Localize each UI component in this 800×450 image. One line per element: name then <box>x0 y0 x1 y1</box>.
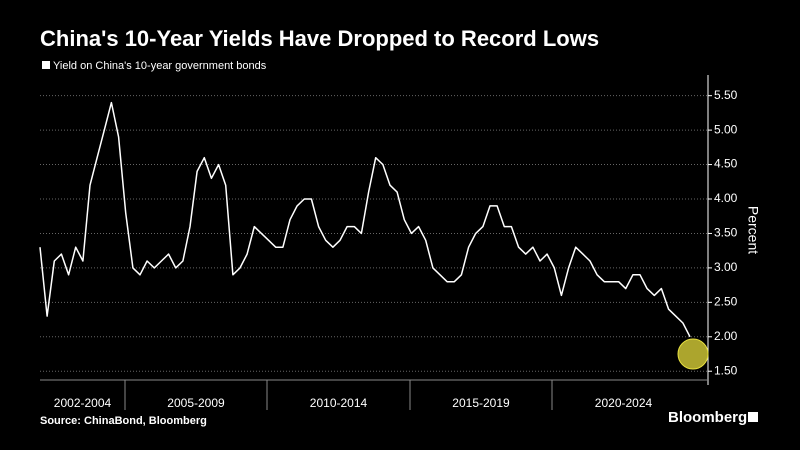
y-tick-label: 2.00 <box>714 329 738 343</box>
highlight-circle <box>677 338 709 370</box>
y-tick-label: 3.00 <box>714 260 738 274</box>
x-group-label: 2005-2009 <box>167 396 225 410</box>
brand: Bloomberg <box>668 409 747 426</box>
x-group-label: 2015-2019 <box>452 396 510 410</box>
y-tick-label: 5.00 <box>714 122 738 136</box>
line-series <box>39 101 691 338</box>
y-tick-label: 4.50 <box>714 157 738 171</box>
y-tick-label: 2.50 <box>714 295 738 309</box>
legend-swatch <box>42 61 50 69</box>
y-tick-label: 3.50 <box>714 226 738 240</box>
legend-label: Yield on China's 10-year government bond… <box>53 60 267 72</box>
y-axis-label: Percent <box>745 206 761 254</box>
brand-icon <box>748 412 758 422</box>
x-group-label: 2010-2014 <box>310 396 368 410</box>
x-group-label: 2020-2024 <box>595 396 653 410</box>
y-tick-label: 1.50 <box>714 363 738 377</box>
source: Source: ChinaBond, Bloomberg <box>40 415 207 427</box>
y-tick-label: 4.00 <box>714 191 738 205</box>
y-tick-label: 5.50 <box>714 88 738 102</box>
x-group-label: 2002-2004 <box>54 396 112 410</box>
chart-title: China's 10-Year Yields Have Dropped to R… <box>40 26 599 51</box>
